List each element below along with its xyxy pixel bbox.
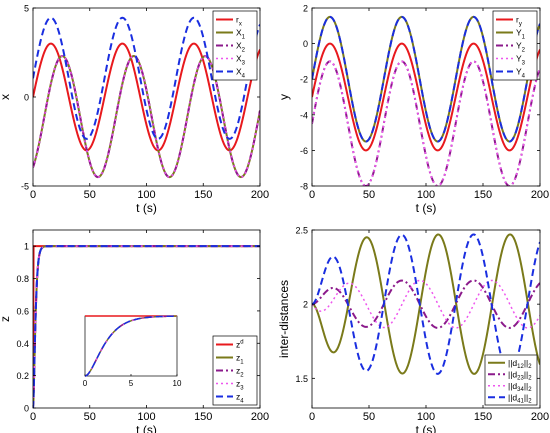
legend-entry: X1 bbox=[236, 28, 246, 41]
y-tick-label: 1 bbox=[24, 242, 29, 252]
inset-x-tick-label: 10 bbox=[173, 379, 182, 388]
inset-plot: 0 5 10 bbox=[83, 315, 182, 388]
legend-entry: X3 bbox=[236, 54, 246, 67]
x-axis-label: t (s) bbox=[416, 423, 437, 433]
series-line-z_4 bbox=[33, 245, 260, 408]
series-line-r_x bbox=[33, 42, 260, 152]
legend-entry: ||d12||2 bbox=[508, 358, 532, 370]
chart-z-states: 0 50 100 150 200 0 0.2 0.4 0.6 0.8 1 t (s) z 0 5 10 zd z1… bbox=[0, 229, 269, 433]
y-axis-label: inter-distances bbox=[277, 280, 291, 358]
y-tick-label: 0 bbox=[303, 39, 308, 49]
y-tick-label: 2 bbox=[303, 300, 308, 310]
legend-entry: ||d23||2 bbox=[508, 369, 532, 381]
x-tick-label: 150 bbox=[474, 411, 492, 423]
y-tick-label: 0 bbox=[24, 404, 29, 414]
legend-entry: ||d34||2 bbox=[508, 381, 532, 393]
y-tick-label: 0.4 bbox=[16, 339, 29, 349]
x-tick-label: 150 bbox=[474, 189, 492, 201]
legend-entry: z3 bbox=[236, 379, 244, 392]
x-tick-label: 0 bbox=[309, 189, 315, 201]
series-line-Y_4 bbox=[312, 15, 540, 143]
y-tick-label: -2 bbox=[300, 75, 308, 85]
x-tick-label: 200 bbox=[251, 411, 269, 423]
x-tick-label: 200 bbox=[531, 189, 549, 201]
inset-series-z_4 bbox=[84, 315, 178, 377]
x-tick-label: 50 bbox=[363, 189, 375, 201]
inset-x-tick-label: 5 bbox=[129, 379, 134, 388]
y-tick-label: 2.5 bbox=[295, 226, 308, 236]
x-axis-label: t (s) bbox=[416, 201, 437, 215]
x-tick-label: 0 bbox=[30, 411, 36, 423]
legend-entry: ||d41||2 bbox=[508, 392, 532, 404]
x-axis-label: t (s) bbox=[136, 201, 157, 215]
x-tick-label: 50 bbox=[363, 411, 375, 423]
y-tick-label: 0.6 bbox=[16, 306, 29, 316]
x-axis-label: t (s) bbox=[136, 423, 157, 433]
x-tick-label: 200 bbox=[531, 411, 549, 423]
legend-entry: X4 bbox=[236, 67, 246, 80]
x-tick-label: 0 bbox=[309, 411, 315, 423]
y-axis-label: x bbox=[0, 94, 12, 100]
y-tick-label: 2 bbox=[303, 4, 308, 14]
legend: ||d12||2||d23||2||d34||2||d41||2 bbox=[484, 354, 538, 406]
y-tick-label: 0.2 bbox=[16, 371, 29, 381]
series-line-r_y bbox=[312, 42, 540, 152]
y-tick-label: -8 bbox=[300, 182, 308, 192]
series-line-||d34||2 bbox=[312, 279, 540, 329]
y-tick-label: 5 bbox=[24, 4, 29, 14]
series-line-Y_3 bbox=[312, 60, 540, 186]
series-line-X_4 bbox=[33, 16, 260, 140]
legend-entry: z4 bbox=[236, 392, 244, 405]
y-axis-label: z bbox=[0, 316, 12, 322]
x-tick-label: 150 bbox=[194, 189, 212, 201]
x-tick-label: 0 bbox=[30, 189, 36, 201]
x-tick-label: 100 bbox=[417, 189, 435, 201]
inset-frame bbox=[84, 315, 178, 377]
series-group bbox=[312, 15, 540, 186]
x-tick-label: 100 bbox=[137, 189, 155, 201]
legend-entry: Y4 bbox=[516, 67, 526, 80]
y-axis-label: y bbox=[277, 94, 291, 100]
legend-entry: zd bbox=[236, 340, 244, 350]
series-line-X_3 bbox=[33, 55, 260, 178]
x-tick-label: 100 bbox=[417, 411, 435, 423]
inset-x-tick-label: 0 bbox=[83, 379, 88, 388]
y-tick-label: -5 bbox=[21, 182, 29, 192]
y-tick-label: -6 bbox=[300, 146, 308, 156]
legend-entry: ry bbox=[516, 15, 522, 28]
legend-entry: z1 bbox=[236, 353, 244, 366]
y-tick-label: -4 bbox=[300, 110, 308, 120]
y-tick-label: 0.8 bbox=[16, 274, 29, 284]
series-line-||d12||2 bbox=[312, 233, 540, 375]
x-tick-label: 200 bbox=[251, 189, 269, 201]
legend-entry: Y2 bbox=[516, 41, 526, 54]
y-tick-label: 0 bbox=[24, 93, 29, 103]
series-line-||d23||2 bbox=[312, 279, 540, 329]
legend-entry: X2 bbox=[236, 41, 246, 54]
legend-entry: Y1 bbox=[516, 28, 526, 41]
y-tick-label: 1.5 bbox=[295, 374, 308, 384]
legend-entry: Y3 bbox=[516, 54, 526, 67]
x-tick-label: 150 bbox=[194, 411, 212, 423]
x-tick-label: 50 bbox=[84, 189, 96, 201]
chart-inter-distances: 0 50 100 150 200 1.5 2 2.5 t (s) inter-distances |… bbox=[277, 226, 549, 433]
x-tick-label: 50 bbox=[84, 411, 96, 423]
legend-entry: z2 bbox=[236, 366, 244, 379]
x-tick-label: 100 bbox=[137, 411, 155, 423]
legend-entry: rx bbox=[236, 15, 242, 28]
series-group bbox=[33, 16, 260, 179]
